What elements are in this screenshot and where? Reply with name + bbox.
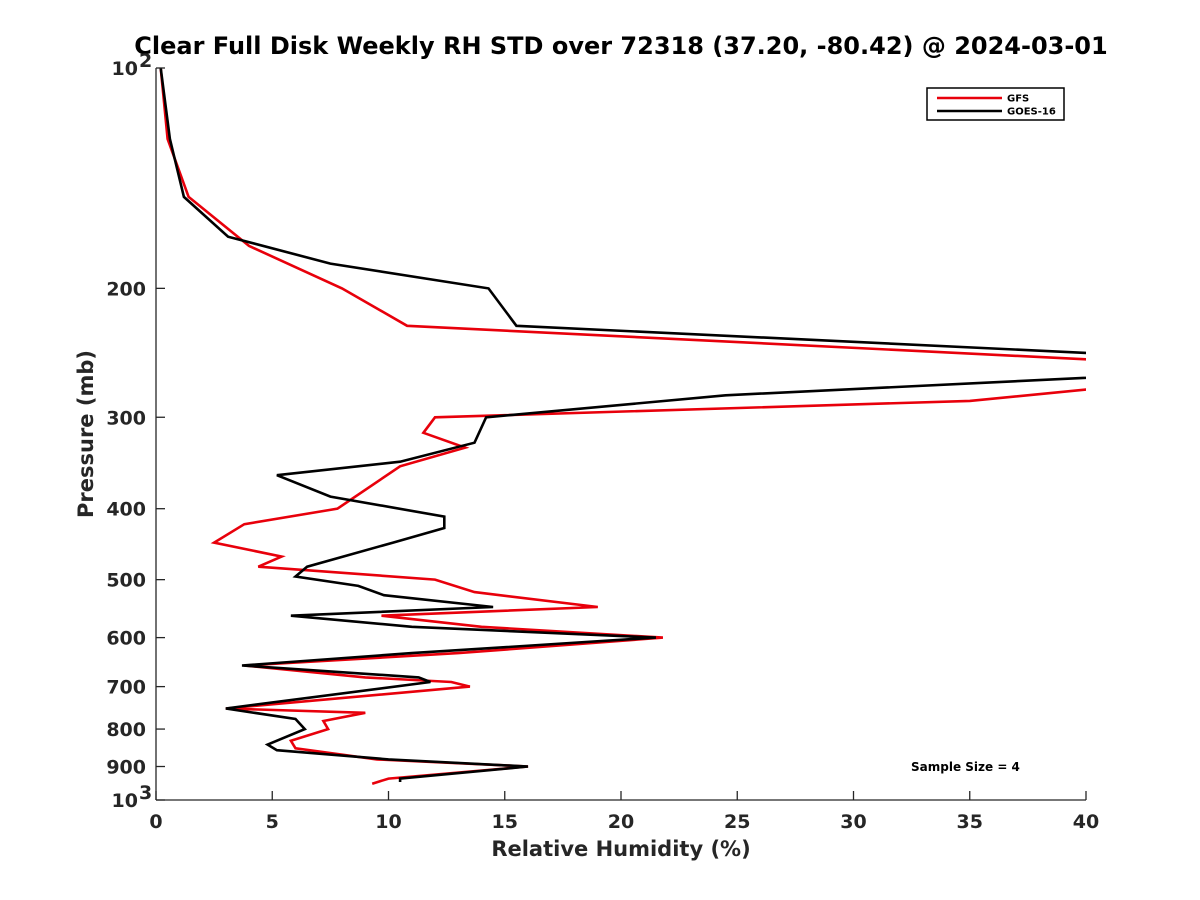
x-tick-label: 5 <box>266 811 279 833</box>
legend-label-goes16: GOES-16 <box>1007 107 1056 118</box>
x-axis-label: Relative Humidity (%) <box>491 837 750 861</box>
series-line-gfs <box>159 68 1086 785</box>
chart-title: Clear Full Disk Weekly RH STD over 72318… <box>134 32 1107 60</box>
y-tick-label: 400 <box>106 499 146 521</box>
y-tick-exponent: 2 <box>139 50 152 72</box>
plot-area <box>156 68 1086 800</box>
y-tick-label: 500 <box>106 570 146 592</box>
y-axis-label: Pressure (mb) <box>74 350 98 518</box>
legend-label-gfs: GFS <box>1007 94 1029 105</box>
y-tick-label: 600 <box>106 628 146 650</box>
x-tick-label: 35 <box>957 811 983 833</box>
x-tick-label: 10 <box>375 811 401 833</box>
series-layer <box>159 68 1086 785</box>
series-line-goes16 <box>159 68 1086 782</box>
legend: GFS GOES-16 <box>926 87 1065 121</box>
y-tick-label: 10 <box>112 58 138 80</box>
x-tick-label: 20 <box>608 811 634 833</box>
x-tick-label: 25 <box>724 811 750 833</box>
y-tick-label: 10 <box>112 790 138 812</box>
y-tick-exponent: 3 <box>139 782 152 804</box>
y-tick-label: 800 <box>106 719 146 741</box>
x-tick-label: 40 <box>1073 811 1099 833</box>
x-tick-label: 15 <box>492 811 518 833</box>
y-tick-label: 700 <box>106 677 146 699</box>
y-tick-label: 200 <box>106 278 146 300</box>
y-tick-label: 900 <box>106 757 146 779</box>
x-tick-label: 0 <box>149 811 162 833</box>
sample-size-annotation: Sample Size = 4 <box>911 760 1020 774</box>
y-tick-label: 300 <box>106 407 146 429</box>
legend-box <box>926 87 1065 121</box>
x-tick-label: 30 <box>840 811 866 833</box>
